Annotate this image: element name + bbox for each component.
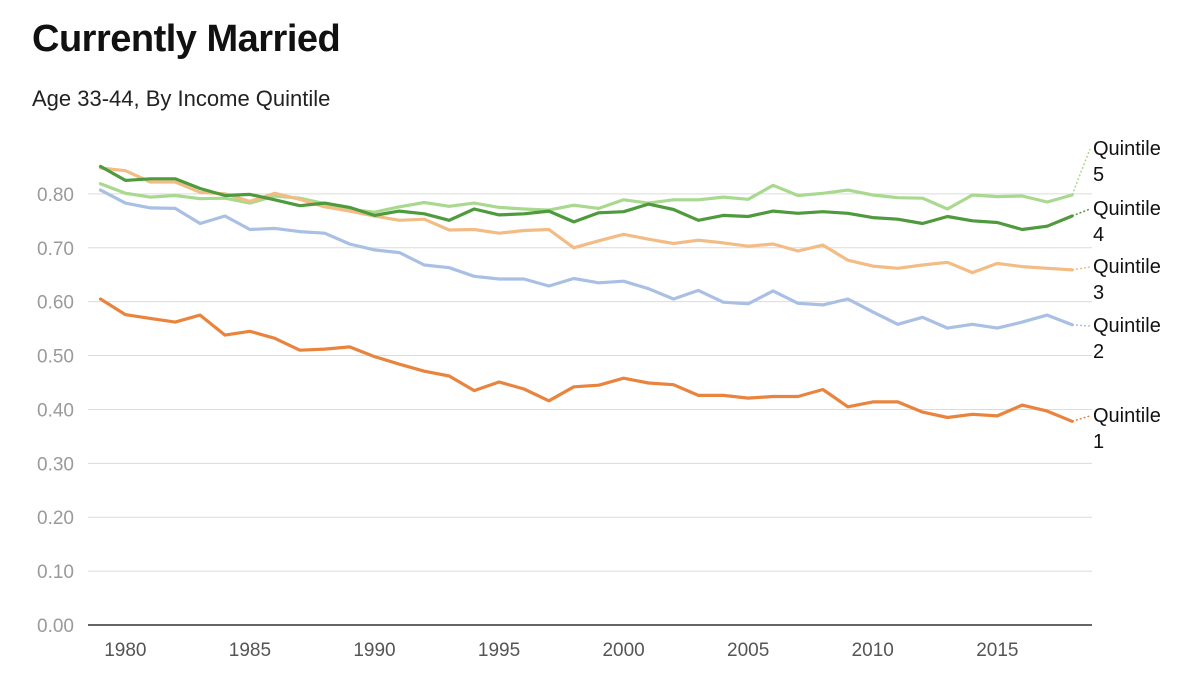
y-tick-label: 0.60 — [37, 293, 74, 314]
y-tick-label: 0.40 — [37, 400, 74, 421]
label-leader-line — [1071, 266, 1091, 271]
y-tick-label: 0.80 — [37, 185, 74, 206]
series-end-label: Quintile — [1093, 138, 1161, 160]
chart-title: Currently Married — [32, 18, 341, 60]
x-tick-label: 1980 — [104, 640, 146, 661]
series-end-label-number: 2 — [1093, 341, 1104, 363]
series-line-quintile-3 — [98, 166, 1074, 275]
series-end-label-number: 4 — [1093, 224, 1104, 246]
y-tick-label: 0.30 — [37, 454, 74, 475]
series-line-quintile-1 — [98, 297, 1074, 423]
chart-subtitle: Age 33-44, By Income Quintile — [32, 86, 331, 111]
x-tick-label: 1990 — [353, 640, 395, 661]
y-tick-label: 0.70 — [37, 239, 74, 260]
series-line-quintile-2 — [98, 188, 1074, 330]
y-tick-label: 0.50 — [37, 347, 74, 368]
x-tick-label: 2015 — [976, 640, 1018, 661]
x-tick-label: 2000 — [602, 640, 644, 661]
x-tick-label: 2005 — [727, 640, 769, 661]
label-leader-line — [1071, 208, 1091, 217]
series-end-label-number: 3 — [1093, 282, 1104, 304]
x-tick-label: 2010 — [852, 640, 894, 661]
series-end-label: Quintile — [1093, 315, 1161, 337]
y-tick-label: 0.00 — [37, 616, 74, 637]
series-line-quintile-5 — [98, 182, 1074, 214]
series-end-labels: Quintile 1 Quintile 2 Quintile 3 Quintile 4 Quin… — [1071, 138, 1161, 453]
y-tick-label: 0.20 — [37, 508, 74, 529]
series-end-label-number: 1 — [1093, 431, 1104, 453]
series-end-label-number: 5 — [1093, 164, 1104, 186]
label-leader-line — [1071, 415, 1091, 423]
label-leader-line — [1072, 324, 1091, 327]
gridlines — [88, 193, 1092, 626]
label-leader-line — [1071, 148, 1091, 196]
series-end-label: Quintile — [1093, 198, 1161, 220]
series-line-quintile-4 — [98, 164, 1074, 232]
y-tick-label: 0.10 — [37, 562, 74, 583]
x-axis-ticks: 1980 1985 1990 1995 2000 2005 2010 2015 — [104, 640, 1018, 661]
x-tick-label: 1995 — [478, 640, 520, 661]
series-lines — [98, 164, 1074, 423]
series-end-label: Quintile — [1093, 405, 1161, 427]
x-tick-label: 1985 — [229, 640, 271, 661]
series-end-label: Quintile — [1093, 256, 1161, 278]
y-axis-ticks: 0.00 0.10 0.20 0.30 0.40 0.50 0.60 0.70 0.80 — [37, 185, 74, 637]
